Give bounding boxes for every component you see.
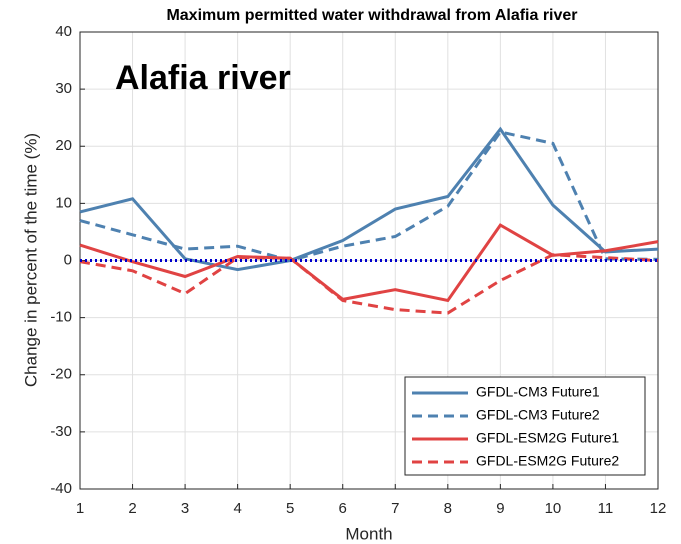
series-line: [79, 253, 659, 315]
y-tick-label: -40: [50, 480, 72, 497]
x-tick-label: 7: [391, 500, 399, 517]
y-tick-label: 30: [55, 80, 72, 97]
y-tick-label: 40: [55, 23, 72, 40]
x-tick-label: 8: [444, 500, 452, 517]
x-tick-label: 3: [181, 500, 189, 517]
x-tick-label: 12: [650, 500, 667, 517]
x-tick-label: 2: [128, 500, 136, 517]
x-tick-label: 1: [76, 500, 84, 517]
x-tick-label: 6: [339, 500, 347, 517]
y-tick-label: 0: [64, 251, 72, 268]
x-tick-label: 11: [598, 500, 614, 517]
y-axis-label: Change in percent of the time (%): [21, 133, 40, 387]
x-tick-label: 5: [286, 500, 294, 517]
legend-label: GFDL-CM3 Future1: [476, 384, 600, 400]
y-tick-label: -20: [50, 366, 72, 383]
x-axis-label: Month: [345, 524, 392, 543]
y-tick-label: -30: [50, 423, 72, 440]
legend-label: GFDL-ESM2G Future2: [476, 453, 619, 469]
annotation: Alafia river: [115, 59, 291, 97]
x-tick-label: 9: [496, 500, 504, 517]
y-tick-label: 20: [55, 137, 72, 154]
x-tick-label: 4: [233, 500, 241, 517]
y-tick-label: 10: [55, 194, 72, 211]
x-tick-label: 10: [545, 500, 562, 517]
legend-label: GFDL-CM3 Future2: [476, 407, 600, 423]
series-line: [79, 126, 659, 272]
legend-label: GFDL-ESM2G Future1: [476, 430, 619, 446]
series-line: [79, 130, 659, 263]
y-tick-label: -10: [50, 309, 72, 326]
chart-title: Maximum permitted water withdrawal from …: [166, 7, 577, 24]
